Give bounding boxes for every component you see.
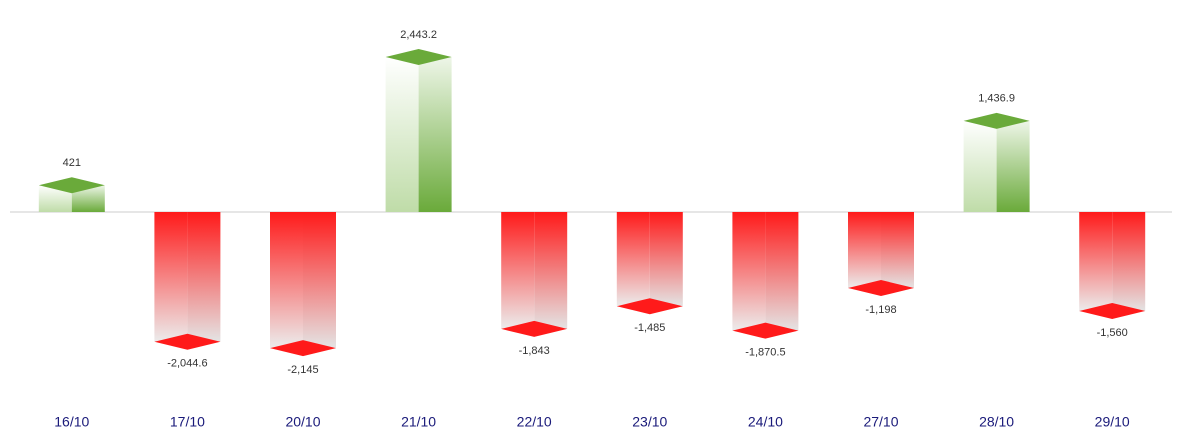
bar-cap [616,298,683,315]
bar-cap [963,112,1030,129]
bar-front [270,212,303,349]
x-tick-label: 20/10 [285,414,320,430]
value-label: -1,485 [634,322,665,334]
x-tick-label: 21/10 [401,414,436,430]
bar-front [1079,212,1113,311]
x-tick-label: 16/10 [54,414,89,430]
bar-cap [848,280,914,297]
value-label: 2,443.2 [400,29,437,41]
bar-side [881,212,914,289]
bar-front [385,57,419,212]
bar-side [996,120,1030,212]
value-label: -1,198 [865,304,896,316]
bar-front [963,120,997,212]
bar-front [154,212,188,342]
x-tick-label: 29/10 [1095,414,1130,430]
bar-front [501,212,535,329]
bar-cap [270,340,336,357]
bar-front [616,212,650,307]
value-label: -2,044.6 [167,358,207,370]
x-tick-label: 22/10 [517,414,552,430]
value-label: -1,843 [519,345,550,357]
x-tick-label: 28/10 [979,414,1014,430]
bar-side [534,212,568,329]
bar-cap [154,333,221,350]
bar-cap [38,177,105,194]
bar-side [303,212,336,349]
bar-cap [732,322,799,339]
bar-front [732,212,766,331]
value-label: -2,145 [287,364,318,376]
bar-side [1112,212,1146,311]
x-tick-label: 24/10 [748,414,783,430]
value-label: -1,560 [1097,327,1128,339]
bar-side [765,212,799,331]
bar-side [187,212,221,342]
bar-cap [501,320,568,337]
x-tick-label: 27/10 [863,414,898,430]
bar-cap [1079,302,1146,319]
x-tick-label: 17/10 [170,414,205,430]
value-label: -1,870.5 [745,347,785,359]
bar-side [649,212,683,307]
bar-cap [385,49,452,65]
value-label: 421 [63,157,81,169]
value-label: 1,436.9 [978,93,1015,105]
bar-front [848,212,881,289]
x-tick-label: 23/10 [632,414,667,430]
bar-side [418,57,452,212]
